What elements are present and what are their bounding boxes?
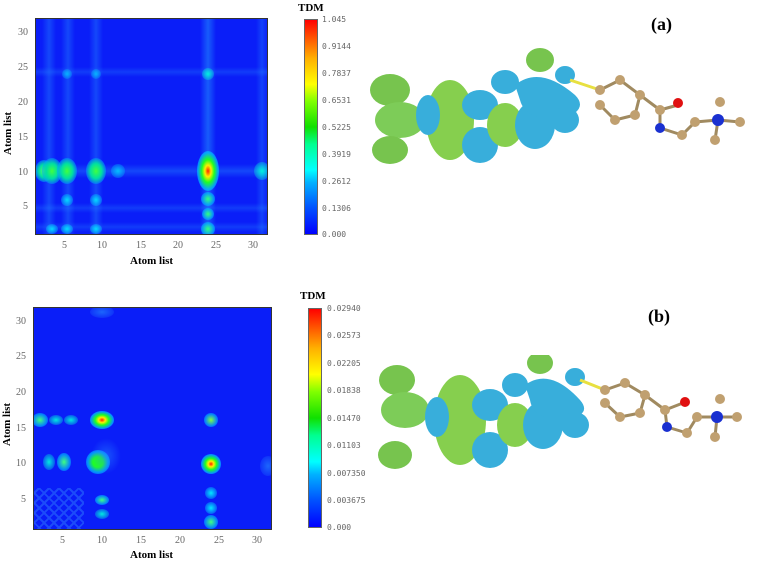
molecule-image-a [370, 48, 745, 164]
ytick: 30 [18, 27, 28, 38]
hotspot [90, 224, 102, 234]
xtick: 15 [136, 240, 146, 251]
hotspot [205, 502, 217, 514]
ytick: 20 [16, 387, 26, 398]
hotspot [204, 413, 218, 427]
hotspot [90, 411, 114, 429]
colorbar-tick: 0.000 [327, 523, 352, 532]
colorbar-title: TDM [298, 2, 324, 14]
colorbar-tick: 0.6531 [322, 96, 351, 105]
colorbar-tick: 0.02940 [327, 304, 361, 313]
xtick: 10 [97, 240, 107, 251]
molecule-image-b [378, 355, 742, 469]
hotspot [43, 454, 55, 470]
hotspot [201, 192, 215, 206]
xtick: 10 [97, 535, 107, 546]
hotspot [202, 208, 214, 220]
hotspot [86, 158, 106, 184]
electron-isosurface [378, 355, 589, 469]
streak [36, 67, 267, 77]
xtick: 20 [175, 535, 185, 546]
atoms [600, 378, 742, 442]
hotspot [46, 224, 58, 234]
streak [36, 203, 267, 213]
ytick: 10 [16, 458, 26, 469]
colorbar-tick: 0.5225 [322, 123, 351, 132]
ytick: 30 [16, 316, 26, 327]
heatmap-a [35, 18, 268, 235]
ytick: 15 [18, 132, 28, 143]
colorbar-tick: 0.1306 [322, 204, 351, 213]
hotspot [62, 69, 72, 79]
hotspot [205, 487, 217, 499]
colorbar-title: TDM [300, 290, 326, 302]
x-axis-title: Atom list [130, 255, 174, 267]
hotspot [64, 415, 78, 425]
hotspot [201, 454, 221, 474]
hotspot [91, 69, 101, 79]
xtick: 20 [173, 240, 183, 251]
y-axis-title: Atom list [1, 402, 13, 446]
ytick: 25 [18, 62, 28, 73]
colorbar-tick: 0.003675 [327, 496, 366, 505]
ytick: 5 [21, 494, 26, 505]
hotspot [197, 151, 219, 191]
hotspot [61, 224, 73, 234]
colorbar-tick: 1.045 [322, 15, 347, 24]
hotspot [95, 495, 109, 505]
colorbar-tick: 0.01838 [327, 386, 361, 395]
hotspot [90, 308, 114, 318]
x-axis-title: Atom list [130, 549, 174, 561]
hotspot [57, 158, 77, 184]
ytick: 5 [23, 201, 28, 212]
colorbar-a [304, 19, 318, 235]
hotspot [34, 413, 48, 427]
hotspot [111, 164, 125, 178]
hotspot [57, 453, 71, 471]
hotspot [90, 194, 102, 206]
colorbar-tick: 0.02205 [327, 359, 361, 368]
xtick: 30 [252, 535, 262, 546]
colorbar-tick: 0.2612 [322, 177, 351, 186]
colorbar-tick: 0.007350 [327, 469, 366, 478]
hotspot [61, 194, 73, 206]
atoms [595, 75, 745, 145]
colorbar-b [308, 308, 322, 528]
checker-pattern [34, 488, 84, 529]
xtick: 25 [211, 240, 221, 251]
xtick: 25 [214, 535, 224, 546]
ytick: 10 [18, 167, 28, 178]
panel-label-b: (b) [648, 306, 670, 326]
heatmap-b [33, 307, 272, 530]
xtick: 5 [60, 535, 65, 546]
xtick: 30 [248, 240, 258, 251]
hotspot [260, 456, 271, 476]
electron-isosurface [370, 48, 580, 164]
hotspot [91, 438, 121, 474]
ytick: 20 [18, 97, 28, 108]
hotspot [204, 515, 218, 529]
hotspot [49, 415, 63, 425]
panel-label-a: (a) [651, 14, 672, 34]
streak [256, 19, 267, 234]
hotspot [202, 68, 214, 80]
ytick: 15 [16, 423, 26, 434]
colorbar-tick: 0.7837 [322, 69, 351, 78]
colorbar-tick: 0.9144 [322, 42, 351, 51]
xtick: 15 [136, 535, 146, 546]
y-axis-title: Atom list [2, 111, 14, 155]
colorbar-tick: 0.000 [322, 230, 347, 239]
ytick: 25 [16, 351, 26, 362]
colorbar-tick: 0.01470 [327, 414, 361, 423]
hotspot [254, 162, 267, 180]
xtick: 5 [62, 240, 67, 251]
colorbar-tick: 0.3919 [322, 150, 351, 159]
streak [36, 222, 267, 232]
colorbar-tick: 0.01103 [327, 441, 361, 450]
colorbar-tick: 0.02573 [327, 331, 361, 340]
hotspot [95, 509, 109, 519]
hotspot [201, 222, 215, 234]
